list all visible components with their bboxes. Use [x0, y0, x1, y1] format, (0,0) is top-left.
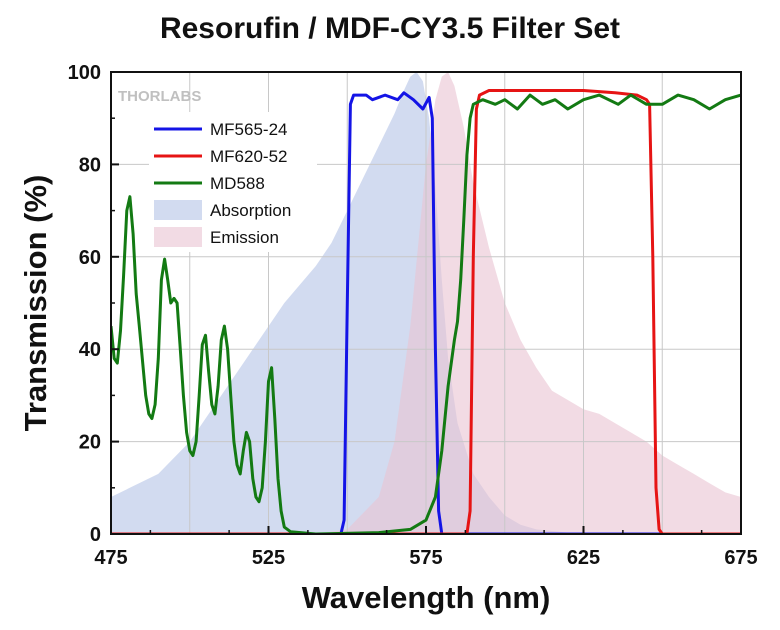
x-axis-label: Wavelength (nm) — [302, 580, 551, 615]
legend-swatch-emission — [154, 227, 202, 247]
md588-line — [111, 93, 741, 534]
legend-label-mf620-52: MF620-52 — [210, 147, 287, 166]
x-tick-label: 475 — [94, 547, 127, 569]
y-tick-label: 40 — [79, 339, 101, 361]
mf620-52-line — [111, 89, 741, 534]
axis-ticks: 475 525 575 625 675 0 20 40 60 80 100 — [68, 62, 758, 569]
legend-label-emission: Emission — [210, 228, 279, 247]
legend: MF565-24 MF620-52 MD588 Absorption Emission — [149, 112, 317, 252]
y-tick-label: 80 — [79, 154, 101, 176]
y-axis-label: Transmission (%) — [18, 175, 53, 432]
chart-title: Resorufin / MDF-CY3.5 Filter Set — [159, 12, 621, 45]
x-tick-label: 625 — [567, 547, 600, 569]
y-tick-label: 60 — [79, 247, 101, 269]
legend-label-mf565-24: MF565-24 — [210, 120, 287, 139]
y-tick-label: 100 — [68, 62, 101, 84]
x-tick-label: 575 — [409, 547, 442, 569]
legend-label-absorption: Absorption — [210, 201, 291, 220]
legend-label-md588: MD588 — [210, 174, 265, 193]
y-tick-label: 20 — [79, 432, 101, 454]
line-series-layer — [111, 89, 741, 534]
y-tick-label: 0 — [90, 524, 101, 546]
legend-swatch-absorption — [154, 200, 202, 220]
mf565-24-line — [111, 91, 741, 534]
x-tick-label: 525 — [252, 547, 285, 569]
thorlabs-watermark: THORLABS — [118, 88, 201, 105]
x-tick-label: 675 — [724, 547, 757, 569]
